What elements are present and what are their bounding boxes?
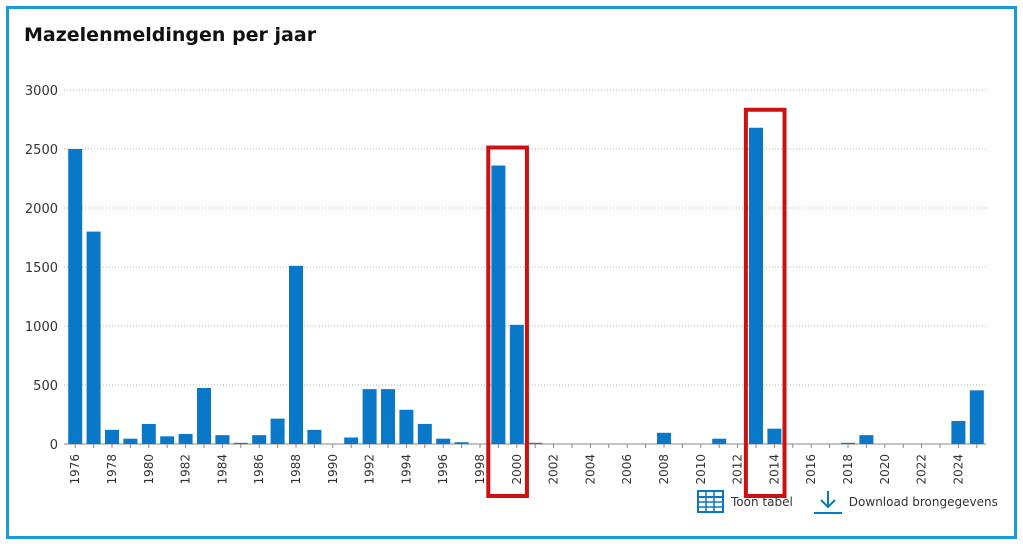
x-tick-label: 1984 xyxy=(215,454,229,485)
bar xyxy=(509,324,524,444)
bar xyxy=(951,420,966,444)
x-tick-label: 2000 xyxy=(510,454,524,485)
x-tick-label: 2004 xyxy=(583,454,597,485)
bar xyxy=(657,432,671,444)
x-tick-label: 2016 xyxy=(804,454,818,485)
y-tick-label: 0 xyxy=(50,438,58,453)
bar xyxy=(307,429,322,444)
x-tick-label: 1982 xyxy=(179,454,193,485)
download-source-label: Download brongegevens xyxy=(848,495,998,509)
x-tick-label: 2002 xyxy=(547,454,561,485)
x-tick-label: 2006 xyxy=(620,454,634,485)
bar xyxy=(105,429,119,444)
highlight-box xyxy=(743,107,787,498)
x-tick-label: 2010 xyxy=(694,454,708,485)
bar xyxy=(454,442,469,444)
show-table-label: Toon tabel xyxy=(731,495,793,509)
bar xyxy=(215,435,230,444)
x-tick-label: 1998 xyxy=(473,454,487,485)
chart-panel xyxy=(6,6,1017,539)
table-icon xyxy=(697,490,724,513)
x-tick-label: 2024 xyxy=(951,454,965,485)
bar xyxy=(749,127,763,444)
bar xyxy=(436,438,451,444)
bar xyxy=(417,423,432,444)
bar xyxy=(123,438,138,444)
x-tick-label: 1978 xyxy=(105,454,119,485)
bar xyxy=(233,442,248,444)
x-tick-label: 2018 xyxy=(841,454,855,485)
bar xyxy=(841,442,855,444)
y-tick-label: 1500 xyxy=(25,261,58,276)
bar xyxy=(68,149,83,444)
x-tick-label: 2020 xyxy=(878,454,892,485)
bar xyxy=(969,390,984,444)
bar xyxy=(491,165,506,444)
bar xyxy=(178,433,193,444)
y-tick-label: 2000 xyxy=(25,202,58,217)
bar xyxy=(859,435,874,444)
bar xyxy=(289,265,303,444)
x-tick-label: 1996 xyxy=(436,454,450,485)
bar xyxy=(252,435,267,444)
download-icon xyxy=(813,491,842,514)
x-tick-label: 1980 xyxy=(142,454,156,485)
x-tick-label: 1990 xyxy=(326,454,340,485)
highlight-box xyxy=(486,145,529,499)
y-tick-label: 3000 xyxy=(25,84,58,99)
bar xyxy=(197,387,211,444)
y-tick-label: 1000 xyxy=(25,320,58,335)
y-tick-label: 500 xyxy=(33,379,58,394)
bar xyxy=(712,438,727,444)
bar xyxy=(141,423,156,444)
show-table-button[interactable]: Toon tabel xyxy=(697,490,793,514)
bar xyxy=(362,389,377,444)
x-tick-label: 2012 xyxy=(731,454,745,485)
x-tick-label: 2008 xyxy=(657,454,671,485)
x-tick-label: 1992 xyxy=(363,454,377,485)
x-tick-label: 1988 xyxy=(289,454,303,485)
x-tick-label: 2014 xyxy=(767,454,781,485)
x-tick-label: 1986 xyxy=(252,454,266,485)
bar xyxy=(381,389,395,444)
bar xyxy=(160,436,175,444)
x-tick-label: 1976 xyxy=(68,454,82,485)
bar xyxy=(767,428,782,444)
bar xyxy=(344,437,359,444)
x-tick-label: 2022 xyxy=(915,454,929,485)
bar xyxy=(270,418,285,444)
y-tick-label: 2500 xyxy=(25,143,58,158)
chart-actions: Toon tabel Download brongegevens xyxy=(697,489,1018,515)
bar xyxy=(528,442,543,444)
bar xyxy=(399,409,414,444)
x-tick-label: 1994 xyxy=(399,454,413,485)
bar xyxy=(86,231,101,444)
download-source-button[interactable]: Download brongegevens xyxy=(813,489,998,515)
chart-title: Mazelenmeldingen per jaar xyxy=(24,24,317,46)
